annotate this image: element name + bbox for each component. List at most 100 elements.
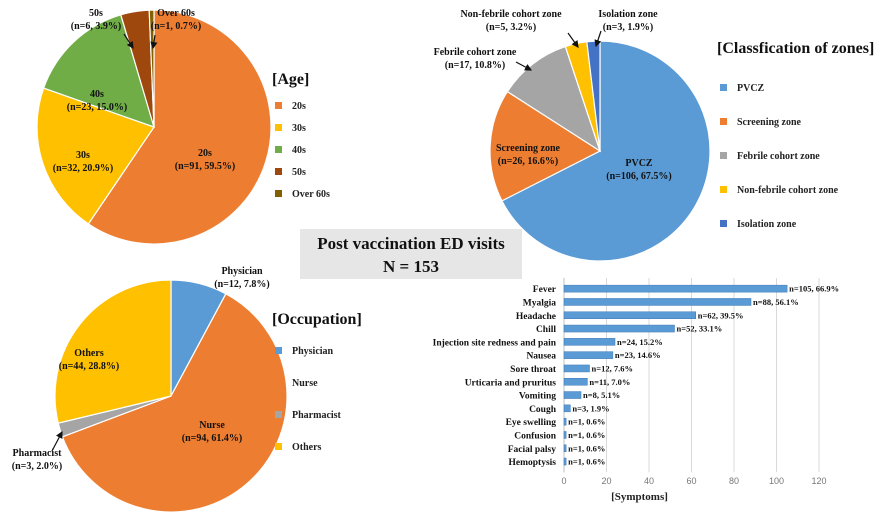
legend-swatch-screening-zone xyxy=(720,118,727,125)
category-label-myalgia: Myalgia xyxy=(523,298,556,308)
pie-slice-febrile-cohort-zone xyxy=(506,45,602,153)
legend-item-pvcz: PVCZ xyxy=(737,83,765,94)
data-label-facial-palsy: n=1, 0.6% xyxy=(568,443,605,453)
category-label-nausea: Nausea xyxy=(526,352,556,362)
slice-label-pvcz: PVCZ (n=106, 67.5%) xyxy=(606,158,671,182)
pie-slice-20s xyxy=(87,9,272,245)
pie-slice-30s xyxy=(36,87,155,225)
category-label-sore-throat: Sore throat xyxy=(510,365,557,375)
legend-item-non-febrile-cohort-zone: Non-febrile cohort zone xyxy=(737,185,839,196)
category-label-fever: Fever xyxy=(533,285,557,295)
x-tick-label: 20 xyxy=(601,476,611,486)
x-tick-label: 80 xyxy=(729,476,739,486)
legend-classfication-of-zones: [Classfication of zones] PVCZ Screening zo… xyxy=(717,40,874,230)
bar-urticaria-and-pruritus xyxy=(563,378,588,386)
category-label-hemoptysis: Hemoptysis xyxy=(509,458,557,468)
bar-confusion xyxy=(563,431,567,439)
data-label-chill: n=52, 33.1% xyxy=(677,324,723,334)
category-label-facial-palsy: Facial palsy xyxy=(508,445,557,455)
leader-arrow-febrile-cohort-zone xyxy=(515,61,533,71)
pie-slice-nurse xyxy=(61,292,288,513)
x-tick-label: 40 xyxy=(644,476,654,486)
slice-label-pharmacist: Pharmacist (n=3, 2.0%) xyxy=(12,448,62,472)
legend-occupation: [Occupation] Physician Nurse Pharmacist Othe… xyxy=(272,311,362,453)
legend-swatch-isolation-zone xyxy=(720,220,727,227)
pie-slice-others xyxy=(54,279,172,424)
data-label-vomiting: n=8, 5.1% xyxy=(583,390,620,400)
x-axis-title: [Symptoms] xyxy=(611,491,668,503)
slice-label-nurse: Nurse (n=94, 61.4%) xyxy=(182,420,242,444)
x-tick-label: 0 xyxy=(561,476,566,486)
legend-item-50s: 50s xyxy=(292,167,306,178)
legend-swatch-50s xyxy=(275,168,282,175)
x-tick-label: 100 xyxy=(769,476,784,486)
bar-headache xyxy=(563,311,696,319)
legend-item-isolation-zone: Isolation zone xyxy=(737,219,797,230)
slice-label-screening-zone: Screening zone (n=26, 16.6%) xyxy=(496,143,561,167)
category-label-injection-site-redness-and-pain: Injection site redness and pain xyxy=(433,338,557,348)
slice-label-others: Others (n=44, 28.8%) xyxy=(59,348,119,372)
slice-label-30s: 30s (n=32, 20.9%) xyxy=(53,150,113,174)
legend-item-others: Others xyxy=(292,442,322,453)
data-label-injection-site-redness-and-pain: n=24, 15.2% xyxy=(617,337,663,347)
legend-item-screening-zone: Screening zone xyxy=(737,117,802,128)
bar-cough xyxy=(563,404,571,413)
category-label-vomiting: Vomiting xyxy=(519,392,556,402)
legend-swatch-40s xyxy=(275,146,282,153)
category-label-cough: Cough xyxy=(529,405,557,415)
x-tick-label: 60 xyxy=(686,476,696,486)
pie-slice-screening-zone xyxy=(489,90,602,202)
slice-label-40s: 40s (n=23, 15.0%) xyxy=(67,89,127,113)
data-label-myalgia: n=88, 56.1% xyxy=(753,297,799,307)
bar-facial-palsy xyxy=(563,444,567,452)
legend-item-40s: 40s xyxy=(292,145,306,156)
data-label-hemoptysis: n=1, 0.6% xyxy=(568,457,605,467)
pie-chart-age: 20s (n=91, 59.5%) 30s (n=32, 20.9%) 40s (n=23… xyxy=(36,8,272,245)
pie-slice-over-60s xyxy=(148,9,155,128)
leader-arrow-50s xyxy=(123,33,134,50)
legend-swatch-febrile-cohort-zone xyxy=(720,152,727,159)
data-label-fever: n=105, 66.9% xyxy=(789,284,839,294)
legend-item-over-60s: Over 60s xyxy=(292,189,330,200)
legend-item-30s: 30s xyxy=(292,123,306,134)
pie-slice-40s xyxy=(42,14,155,128)
legend-item-20s: 20s xyxy=(292,101,306,112)
bar-sore-throat xyxy=(563,364,590,373)
legend-swatch-others xyxy=(275,443,282,450)
legend-swatch-physician xyxy=(275,347,282,354)
slice-label-non-febrile-cohort-zone: Non-febrile cohort zone (n=5, 3.2%) xyxy=(460,9,562,33)
bar-injection-site-redness-and-pain xyxy=(563,338,616,346)
bar-chill xyxy=(563,324,675,333)
legend-swatch-pharmacist xyxy=(275,411,282,418)
pie-slice-pvcz xyxy=(501,40,711,262)
slice-label-50s: 50s (n=6, 3.9%) xyxy=(71,8,121,32)
category-label-headache: Headache xyxy=(516,312,556,322)
legend-swatch-non-febrile-cohort-zone xyxy=(720,186,727,193)
total-visits-count: N = 153 xyxy=(383,257,439,276)
legend-item-physician: Physician xyxy=(292,346,334,357)
data-label-cough: n=3, 1.9% xyxy=(572,403,609,413)
slice-label-20s: 20s (n=91, 59.5%) xyxy=(175,148,235,172)
total-visits-box: Post vaccination ED visits N = 153 xyxy=(300,229,522,279)
slice-label-over-60s: Over 60s (n=1, 0.7%) xyxy=(151,8,201,32)
slice-label-physician: Physician (n=12, 7.8%) xyxy=(214,266,269,290)
data-label-headache: n=62, 39.5% xyxy=(698,310,744,320)
data-label-urticaria-and-pruritus: n=11, 7.0% xyxy=(589,377,630,387)
pie-chart-classfication-of-zones: PVCZ (n=106, 67.5%) Screening zone (n=26, 1… xyxy=(434,9,711,262)
x-tick-label: 120 xyxy=(811,476,826,486)
legend-swatch-20s xyxy=(275,102,282,109)
data-label-eye-swelling: n=1, 0.6% xyxy=(568,417,605,427)
bar-myalgia xyxy=(563,298,752,306)
bar-nausea xyxy=(563,351,614,359)
legend-title: [Occupation] xyxy=(272,311,362,328)
pie-chart-occupation: Physician (n=12, 7.8%) Nurse (n=94, 61.4%) P… xyxy=(12,266,288,513)
symptoms-bar-chart: 0 20 40 60 80 100 120 Fever n=105, 66.9% Myalgia n… xyxy=(433,278,839,503)
slice-label-isolation-zone: Isolation zone (n=3, 1.9%) xyxy=(598,9,658,33)
category-label-chill: Chill xyxy=(536,325,556,335)
slice-label-febrile-cohort-zone: Febrile cohort zone (n=17, 10.8%) xyxy=(434,47,517,71)
leader-arrow-pharmacist xyxy=(51,430,63,452)
data-label-nausea: n=23, 14.6% xyxy=(615,350,661,360)
bar-fever xyxy=(563,284,788,293)
legend-title: [Age] xyxy=(272,71,309,88)
